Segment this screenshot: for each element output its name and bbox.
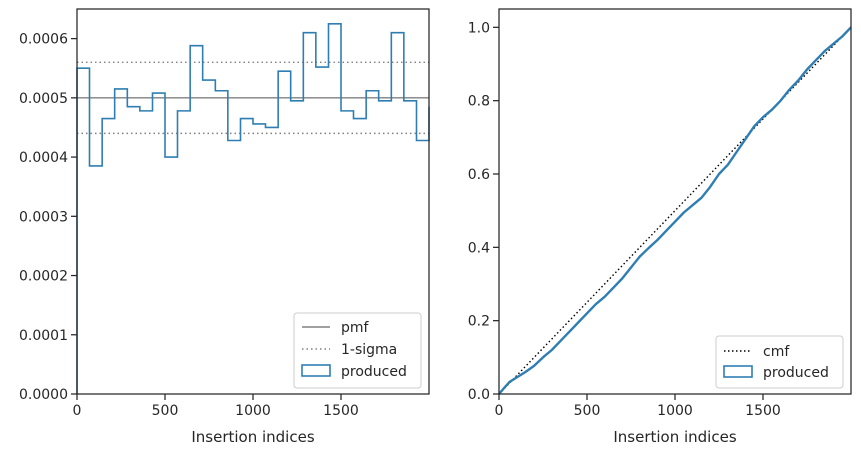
x-tick-label: 1500 [745, 403, 781, 419]
cumulative-panel: 0 500 1000 1500 0.0 0.2 0.4 0.6 0.8 1.0 Insertio… [468, 8, 852, 446]
y-tick-label: 0.0002 [19, 269, 68, 285]
x-tick-label: 1000 [657, 403, 693, 419]
y-tick-label: 1.0 [468, 20, 490, 36]
x-tick-label: 500 [574, 403, 601, 419]
x-tick-label: 1000 [235, 403, 271, 419]
y-tick-label: 0.0001 [19, 328, 68, 344]
x-tick-label: 1500 [323, 403, 359, 419]
histogram-panel: 0 500 1000 1500 0.00000.00010.00020.00030.0… [19, 8, 430, 446]
y-tick-label: 0.0005 [19, 91, 68, 107]
y-tick-label: 0.0000 [19, 387, 68, 403]
y-tick-label: 0.0 [468, 387, 490, 403]
legend-produced-swatch [723, 365, 753, 378]
histogram-legend: pmf 1-sigma produced [293, 312, 422, 389]
y-tick-label: 0.2 [468, 314, 490, 330]
histogram-x-axis-label: Insertion indices [191, 428, 314, 446]
legend-produced-label: produced [763, 365, 829, 381]
legend-produced-swatch [301, 364, 331, 377]
produced-cumulative-line [498, 26, 852, 395]
y-tick-label: 0.6 [468, 167, 490, 183]
histogram-y-ticks: 0.0000 0.0001 0.0002 0.0003 0.0004 0.0005 0.00… [19, 32, 77, 403]
histogram-legend-box [293, 312, 422, 389]
cumulative-y-ticks: 0.0 0.2 0.4 0.6 0.8 1.0 [468, 20, 499, 403]
legend-sigma-label: 1-sigma [341, 342, 397, 358]
sigma-lines [77, 61, 429, 135]
y-tick-label: 0.0006 [19, 32, 68, 48]
x-tick-label: 0 [73, 403, 82, 419]
cmf-line [498, 26, 852, 395]
legend-produced-label: produced [341, 364, 407, 380]
x-tick-label: 0 [495, 403, 504, 419]
y-tick-label: 0.0004 [19, 150, 68, 166]
y-tick-label: 0.8 [468, 94, 490, 110]
histogram-x-ticks: 0 500 1000 1500 [73, 394, 359, 419]
cumulative-legend: cmf produced [715, 335, 844, 389]
produced-histogram [76, 23, 430, 394]
y-tick-label: 0.0003 [19, 209, 68, 225]
cumulative-legend-box [715, 335, 844, 389]
legend-pmf-label: pmf [341, 320, 370, 336]
cumulative-x-axis-label: Insertion indices [613, 428, 736, 446]
legend-cmf-label: cmf [763, 344, 790, 360]
x-tick-label: 500 [152, 403, 179, 419]
y-tick-label: 0.4 [468, 240, 490, 256]
cumulative-x-ticks: 0 500 1000 1500 [495, 394, 781, 419]
